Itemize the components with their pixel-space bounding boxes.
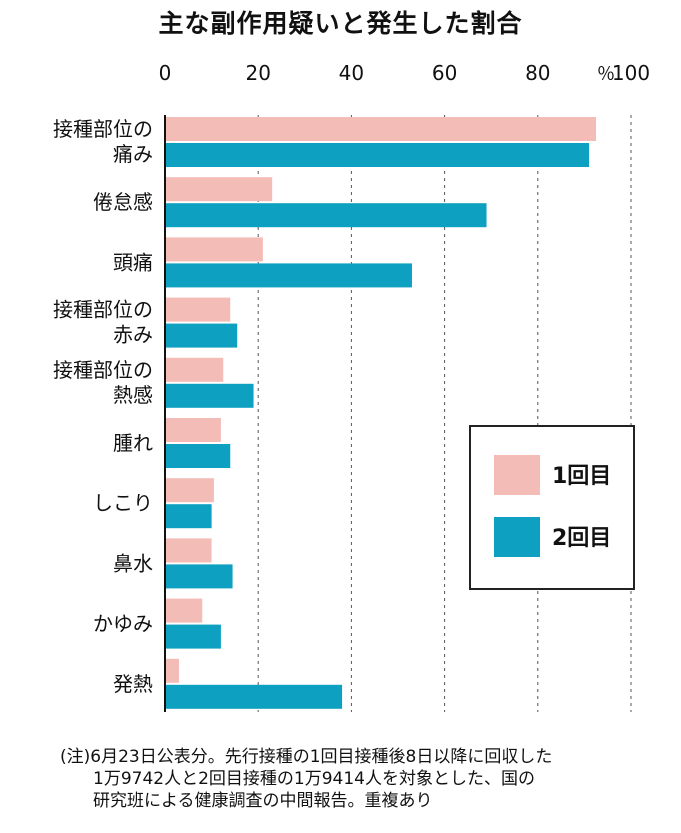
bar-dose2 [165, 203, 487, 228]
category-label: かゆみ [93, 612, 153, 636]
bar-dose2 [165, 263, 412, 288]
legend-box [469, 425, 635, 590]
footnote: (注)6月23日公表分。先行接種の1回目接種後8日以降に回収した 1万9742人… [60, 746, 660, 812]
category-label: 接種部位の赤み [53, 298, 153, 347]
bar-dose1 [165, 237, 263, 262]
bar-chart: 0 20 40 60 80 100％ 接種部位の痛み倦怠感頭痛接種部位の赤み接種部位の熱感腫… [53, 61, 650, 712]
category-label: 倦怠感 [93, 190, 153, 214]
category-label: 頭痛 [113, 250, 153, 274]
legend-label: 1回目 [552, 464, 611, 489]
x-tick-label: 40 [339, 61, 364, 85]
x-tick-label: 100 [612, 61, 650, 85]
bar-dose1 [165, 117, 597, 141]
bar-dose2 [165, 444, 231, 468]
bar-dose2 [165, 564, 233, 589]
bar-dose2 [165, 383, 254, 408]
category-label: 腫れ [113, 431, 153, 455]
legend-swatch [494, 517, 540, 557]
category-label: しこり [93, 491, 153, 515]
category-label: 接種部位の熱感 [53, 358, 153, 407]
bar-dose1 [165, 177, 273, 202]
bar-dose2 [165, 624, 221, 649]
bar-dose1 [165, 658, 179, 683]
bar-dose1 [165, 478, 214, 503]
category-label: 接種部位の痛み [53, 117, 153, 166]
legend-label: 2回目 [552, 526, 611, 551]
bar-dose1 [165, 538, 212, 563]
bar-dose2 [165, 143, 590, 167]
bar-dose1 [165, 297, 231, 322]
footnote-line: 1万9742人と2回目接種の1万9414人を対象とした、国の [93, 769, 535, 789]
x-axis-unit-label: ％ [597, 64, 615, 85]
x-tick-label: 0 [159, 61, 172, 85]
chart-title: 主な副作用疑いと発生した割合 [158, 9, 523, 38]
bar-dose2 [165, 504, 212, 529]
footnote-line: (注)6月23日公表分。先行接種の1回目接種後8日以降に回収した [60, 747, 553, 767]
x-tick-label: 20 [245, 61, 270, 85]
bar-dose2 [165, 684, 343, 709]
bar-dose2 [165, 323, 238, 348]
bar-dose1 [165, 357, 224, 382]
category-label: 発熱 [113, 672, 153, 696]
x-tick-label: 60 [432, 61, 457, 85]
legend-swatch [494, 455, 540, 495]
category-label: 鼻水 [113, 551, 153, 575]
footnote-line: 研究班による健康調査の中間報告。重複あり [93, 791, 433, 811]
bar-dose1 [165, 418, 221, 442]
bar-dose1 [165, 598, 203, 623]
x-tick-label: 80 [525, 61, 550, 85]
